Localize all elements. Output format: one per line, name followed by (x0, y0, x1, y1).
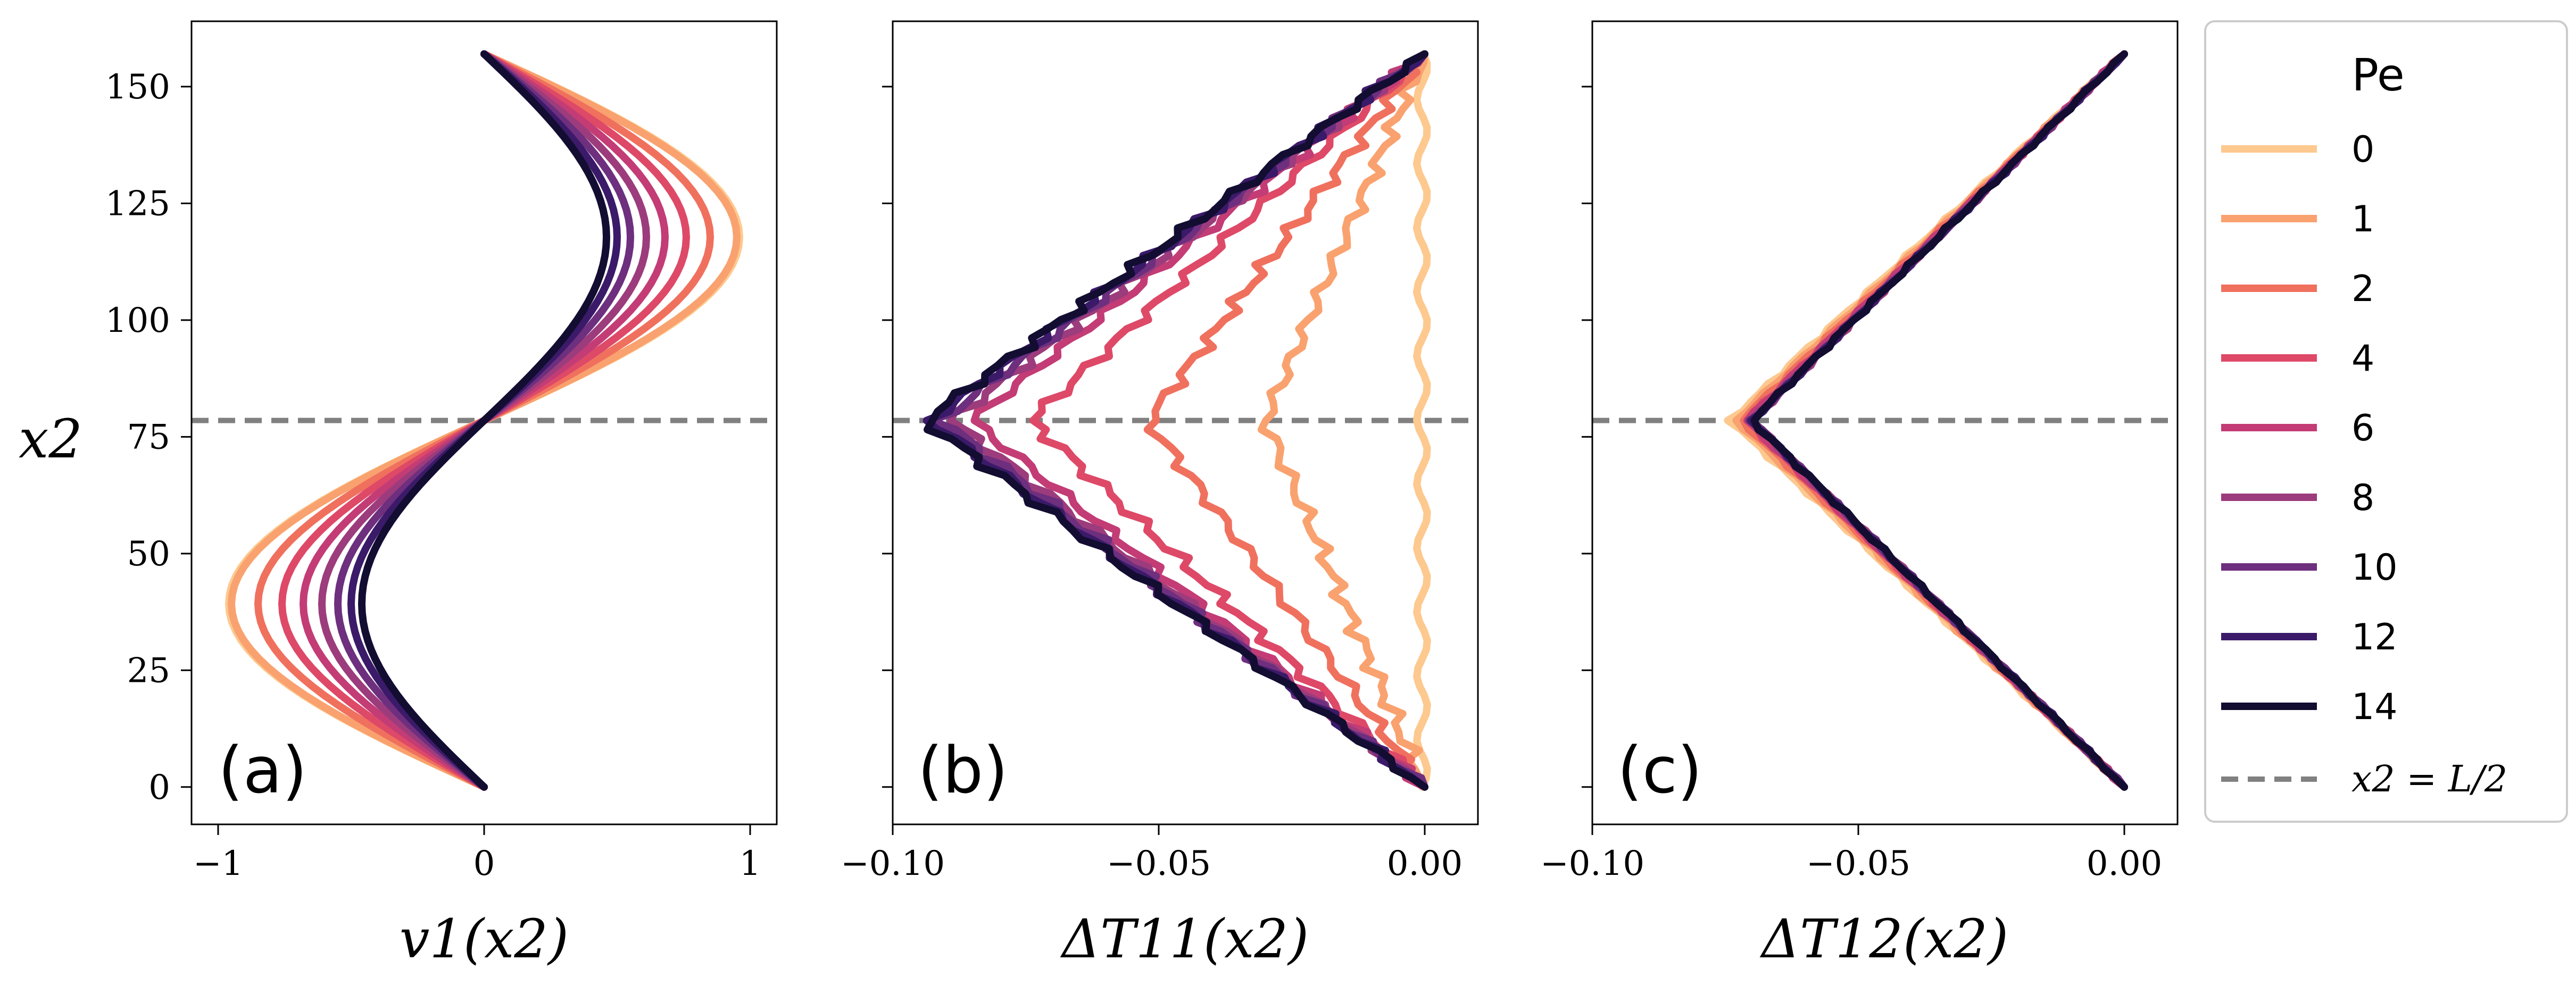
panel-b-yticks (882, 86, 893, 788)
panel-a-xticks: −1 0 1 (193, 824, 761, 883)
panel-a-xlabel-text: v1(x2) (400, 908, 569, 970)
y-tick-label: 125 (105, 184, 170, 223)
legend-entry-label: 1 (2351, 198, 2374, 240)
y-tick-label: 75 (127, 418, 170, 457)
series-line-pe-2 (1740, 50, 2128, 791)
panel-b-series (893, 50, 1478, 791)
x-tick-label: −0.10 (841, 844, 945, 883)
x-tick-label: −0.05 (1806, 844, 1910, 883)
x-tick-label: 0.00 (1387, 844, 1463, 883)
panel-b-label: (b) (918, 734, 1008, 808)
panel-c-xlabel: ΔT12(x2) (1759, 908, 2008, 970)
panel-b: −0.10 −0.05 0.00 (b) ΔT11(x2) (841, 20, 1479, 970)
legend-entry-label: 2 (2351, 268, 2374, 310)
legend-entry-label: 8 (2351, 477, 2374, 519)
legend-reference-label: x2 = L/2 (2351, 758, 2507, 800)
series-line-pe-4 (1743, 50, 2128, 791)
panel-b-xticks: −0.10 −0.05 0.00 (841, 824, 1462, 883)
y-tick-label: 0 (148, 768, 170, 807)
panel-c-frame (1591, 20, 2179, 825)
panel-c-label: (c) (1617, 734, 1702, 808)
panel-c-yticks (1582, 86, 1592, 788)
x-tick-label: 0 (473, 844, 495, 883)
panel-a-label: (a) (218, 734, 307, 808)
x-tick-label: 1 (739, 844, 761, 883)
series-line-pe-1 (1257, 50, 1428, 791)
panel-a-series (192, 50, 777, 791)
panel-b-frame (892, 20, 1479, 825)
panel-c-xticks: −0.10 −0.05 0.00 (1540, 824, 2162, 883)
series-line-pe-2 (1143, 50, 1428, 791)
panel-a-yticks: 0 25 50 75 100 125 150 (105, 68, 192, 807)
panel-a-xlabel: v1(x2) (400, 908, 569, 970)
panel-c-series (1592, 50, 2178, 791)
legend-entry-label: 14 (2351, 686, 2398, 728)
legend-entry-label: 12 (2351, 616, 2398, 658)
series-line-pe-6 (1743, 50, 2128, 791)
panel-a-ylabel: x2 (19, 408, 82, 470)
series-line-pe-14 (924, 50, 1428, 791)
legend-entry-label: 4 (2351, 338, 2374, 380)
y-tick-label: 100 (105, 301, 170, 340)
series-line-pe-14 (358, 50, 610, 791)
legend-entry-label: 0 (2351, 129, 2374, 171)
x-tick-label: 0.00 (2087, 844, 2163, 883)
panel-c: −0.10 −0.05 0.00 (c) ΔT12(x2) (1540, 20, 2179, 970)
panel-b-xlabel: ΔT11(x2) (1060, 908, 1309, 970)
legend-title: Pe (2351, 49, 2404, 101)
x-tick-label: −0.10 (1540, 844, 1644, 883)
series-line-pe-14 (1750, 50, 2128, 791)
y-tick-label: 25 (127, 651, 170, 690)
panel-a: −1 0 1 0 25 50 75 100 125 150 (a) v1(x2) x2 (19, 20, 778, 970)
legend-entry-label: 6 (2351, 407, 2374, 449)
y-tick-label: 150 (105, 68, 170, 107)
series-line-pe-4 (1029, 50, 1428, 791)
x-tick-label: −1 (193, 844, 243, 883)
y-tick-label: 50 (127, 535, 170, 574)
legend-entry-label: 10 (2351, 547, 2398, 589)
series-line-pe-0 (1413, 50, 1431, 791)
x-tick-label: −0.05 (1107, 844, 1211, 883)
